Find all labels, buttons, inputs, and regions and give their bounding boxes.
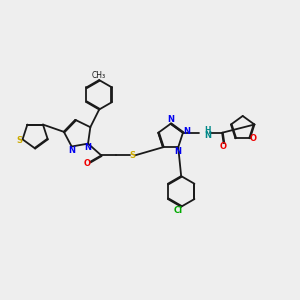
Text: N: N (167, 116, 174, 124)
Text: S: S (16, 136, 22, 145)
Text: N: N (204, 130, 211, 140)
Text: O: O (84, 159, 91, 168)
Text: O: O (220, 142, 227, 151)
Text: N: N (175, 147, 182, 156)
Text: N: N (183, 127, 190, 136)
Text: CH₃: CH₃ (92, 70, 106, 80)
Text: N: N (68, 146, 75, 155)
Text: H: H (204, 126, 211, 135)
Text: Cl: Cl (174, 206, 183, 215)
Text: S: S (129, 151, 135, 160)
Text: N: N (85, 143, 92, 152)
Text: O: O (250, 134, 257, 143)
